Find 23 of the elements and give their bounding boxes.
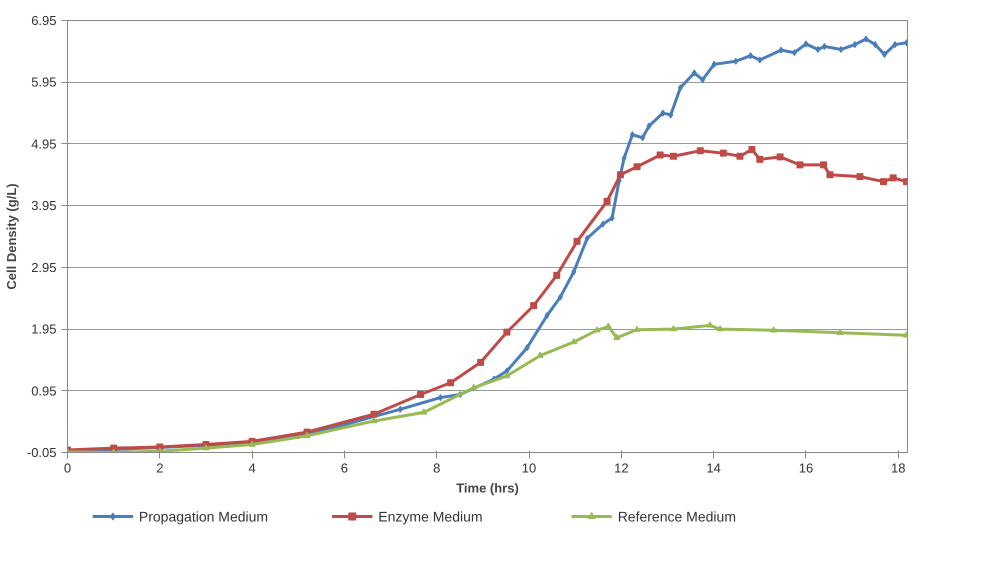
legend-label: Propagation Medium	[138, 508, 268, 524]
x-tick-label: 8	[433, 460, 440, 476]
legend-label: Reference Medium	[618, 508, 736, 524]
y-tick-label: 3.95	[31, 198, 57, 214]
x-tick-label: 4	[248, 460, 256, 476]
x-tick-label: 10	[522, 460, 536, 476]
x-tick-label: 0	[64, 460, 72, 476]
y-tick-label: 0.95	[31, 383, 57, 398]
y-axis-title: Cell Density (g/L)	[4, 183, 19, 290]
y-tick-label: 1.95	[31, 322, 57, 337]
y-tick-label: 5.95	[31, 74, 57, 90]
y-tick-label: 4.95	[31, 136, 57, 152]
x-tick-label: 14	[706, 460, 721, 476]
x-tick-label: 6	[340, 460, 348, 476]
x-tick-label: 16	[798, 460, 814, 476]
x-tick-label: 2	[156, 460, 164, 476]
y-tick-label: -0.05	[26, 445, 57, 460]
y-tick-label: 2.95	[31, 260, 57, 275]
legend-label: Enzyme Medium	[378, 508, 483, 524]
x-tick-label: 18	[891, 460, 906, 476]
x-axis-title: Time (hrs)	[456, 480, 519, 496]
y-tick-label: 6.95	[31, 13, 57, 28]
x-tick-label: 12	[614, 460, 629, 476]
